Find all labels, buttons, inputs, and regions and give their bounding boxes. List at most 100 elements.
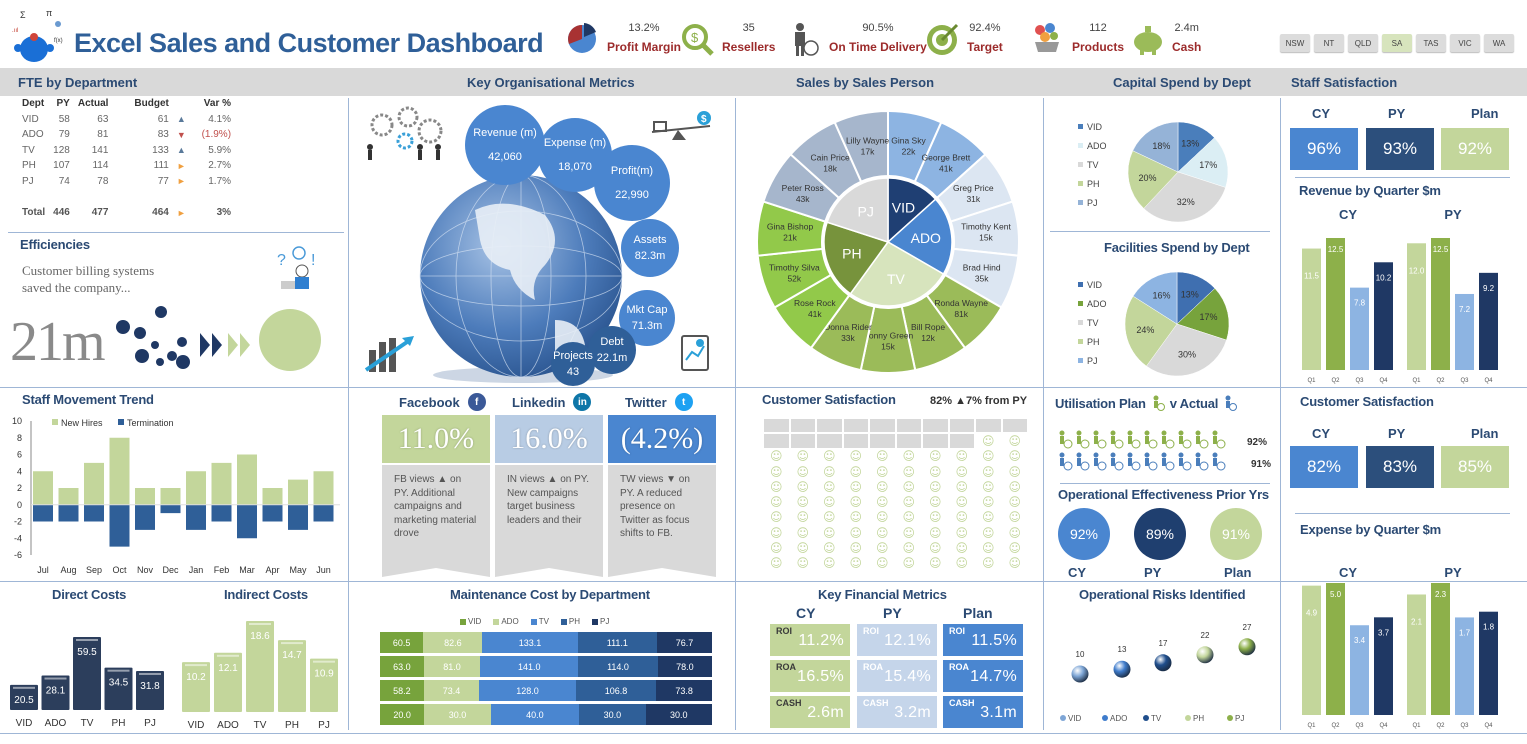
- head: [1144, 430, 1150, 436]
- financial-plan-roa: ROA 14.7%: [943, 660, 1023, 692]
- x-tick-label: Sep: [86, 565, 102, 575]
- social-facebook-header: Facebook f: [399, 393, 486, 411]
- head: [1195, 452, 1201, 458]
- financial-metric-value: 15.4%: [884, 668, 931, 685]
- bar-cy-q4: [1374, 617, 1393, 715]
- maintenance-bar-ado: 81.0: [423, 656, 481, 677]
- section-title-capital: Capital Spend by Dept: [1113, 75, 1251, 90]
- smiley-icon: ☺: [981, 525, 995, 540]
- bar-new-hires-may: [288, 479, 308, 505]
- x-tick-label: Q2: [1436, 378, 1445, 384]
- svg-text:f(x): f(x): [54, 38, 63, 44]
- financial-column-cy: CY: [796, 605, 816, 621]
- body: [1077, 436, 1081, 444]
- bar-data-label: 18.6: [250, 631, 270, 642]
- body: [1213, 458, 1217, 466]
- sunburst-person-name: Ronny Green: [863, 331, 914, 341]
- twitter-icon[interactable]: t: [674, 393, 693, 411]
- sunburst-person-name: Timothy Kent: [961, 222, 1011, 232]
- state-button-sa[interactable]: SA: [1382, 34, 1412, 52]
- group-label: CY: [1339, 565, 1357, 580]
- smiley-icon: ☺: [849, 464, 862, 479]
- smiley-icon: ☺: [849, 556, 862, 571]
- maintenance-bar-pj: 30.0: [645, 704, 712, 725]
- x-tick-label: PH: [112, 718, 126, 729]
- bar-data-label: 2.3: [1435, 590, 1447, 599]
- state-button-tas[interactable]: TAS: [1416, 34, 1446, 52]
- fte-cell-actual: 78: [97, 175, 109, 187]
- head: [1212, 452, 1218, 458]
- legend-swatch-vid: [1078, 282, 1083, 287]
- financial-metric-value: 16.5%: [797, 668, 844, 685]
- smiley-icon: ☺: [928, 449, 942, 464]
- sunburst-person-name: Gina Sky: [891, 136, 926, 146]
- balance-scale-icon: $: [651, 111, 711, 140]
- divider: [0, 387, 1527, 388]
- financial-plan-cash: CASH 3.1m: [943, 696, 1023, 728]
- cust_sat-value-cy: 82%: [1290, 446, 1358, 488]
- empty-cell: [763, 418, 790, 434]
- state-button-qld[interactable]: QLD: [1348, 34, 1378, 52]
- tablet-touch-icon: [681, 335, 709, 371]
- sunburst-person-value: 21k: [783, 233, 797, 243]
- state-button-nt[interactable]: NT: [1314, 34, 1344, 52]
- sunburst-dept-ph: [823, 221, 890, 295]
- bar-new-hires-dec: [160, 488, 181, 505]
- risk-bubble-vid: [1071, 665, 1089, 683]
- person-clock-icon: [1076, 452, 1090, 471]
- kpi-products: 112 Products: [1030, 22, 1124, 58]
- bar-termination-oct: [109, 504, 130, 547]
- body: [1179, 436, 1183, 444]
- state-button-wa[interactable]: WA: [1484, 34, 1514, 52]
- bar-data-label: 4.9: [1306, 609, 1318, 618]
- bar-data-label: 2.1: [1411, 617, 1423, 626]
- pie-slice-ado: [1177, 137, 1229, 188]
- smiley-icon: ☺: [875, 556, 889, 571]
- clock: [1114, 461, 1124, 471]
- sunburst-person-value: 43k: [796, 194, 810, 204]
- social-linkedin-header: Linkedin in: [512, 393, 592, 411]
- divider: [0, 581, 1527, 582]
- fte-cell-var: 1.7%: [208, 175, 232, 187]
- bar-new-hires-jun: [313, 471, 334, 505]
- smiley-icon: ☺: [928, 510, 942, 525]
- pie-chart-icon: [568, 23, 596, 53]
- head: [1076, 452, 1082, 458]
- maintenance-bar-tv: 133.1: [482, 632, 578, 653]
- financial-metric-name: CASH: [949, 698, 975, 708]
- maintenance-bar-tv: 128.0: [479, 680, 576, 701]
- org-metric-label: Debt: [600, 336, 624, 348]
- smiley-icon: ☺: [849, 479, 862, 494]
- social-facebook-value: 11.0%: [382, 415, 490, 463]
- kpi-text: 112 Products: [1072, 22, 1124, 54]
- financial-metric-name: ROA: [949, 662, 969, 672]
- group-label: PY: [1444, 207, 1462, 222]
- state-button-vic[interactable]: VIC: [1450, 34, 1480, 52]
- x-tick-label: Q4: [1379, 723, 1388, 729]
- bar-data-label: 12.0: [1409, 266, 1425, 275]
- head: [1144, 452, 1150, 458]
- bar-termination-jul: [33, 504, 53, 522]
- state-button-nsw[interactable]: NSW: [1280, 34, 1310, 52]
- smiley-icon: ☺: [902, 495, 915, 510]
- bar-cy-q4: [1374, 262, 1393, 370]
- x-tick-label: Nov: [137, 565, 154, 575]
- org-metric-label: Profit(m): [610, 165, 654, 177]
- smiley-icon: ☺: [981, 495, 995, 510]
- org-metric-label: Assets: [633, 234, 667, 246]
- indirect-costs-chart: 10.2 VID 12.1 ADO 18.6 TV 14.7 PH 10.9 PJ: [182, 621, 338, 731]
- y-tick-label: 4: [17, 466, 22, 476]
- smiley-icon: ☺: [955, 479, 968, 494]
- kpi-value: 2.4m: [1174, 22, 1199, 34]
- body: [1111, 458, 1115, 466]
- linkedin-icon[interactable]: in: [573, 393, 592, 411]
- y-tick-label: 6: [17, 450, 22, 460]
- org-metric-value: 71.3m: [631, 320, 663, 332]
- bar-py-q4: [1479, 272, 1498, 370]
- trend-right-arrow-icon: ►: [176, 207, 186, 218]
- person-clock-icon: [1144, 430, 1158, 449]
- smiley-icon: ☺: [1008, 541, 1021, 556]
- facebook-icon[interactable]: f: [467, 393, 486, 411]
- fte-cell-py: 58: [58, 113, 70, 125]
- bar-termination-dec: [160, 504, 181, 514]
